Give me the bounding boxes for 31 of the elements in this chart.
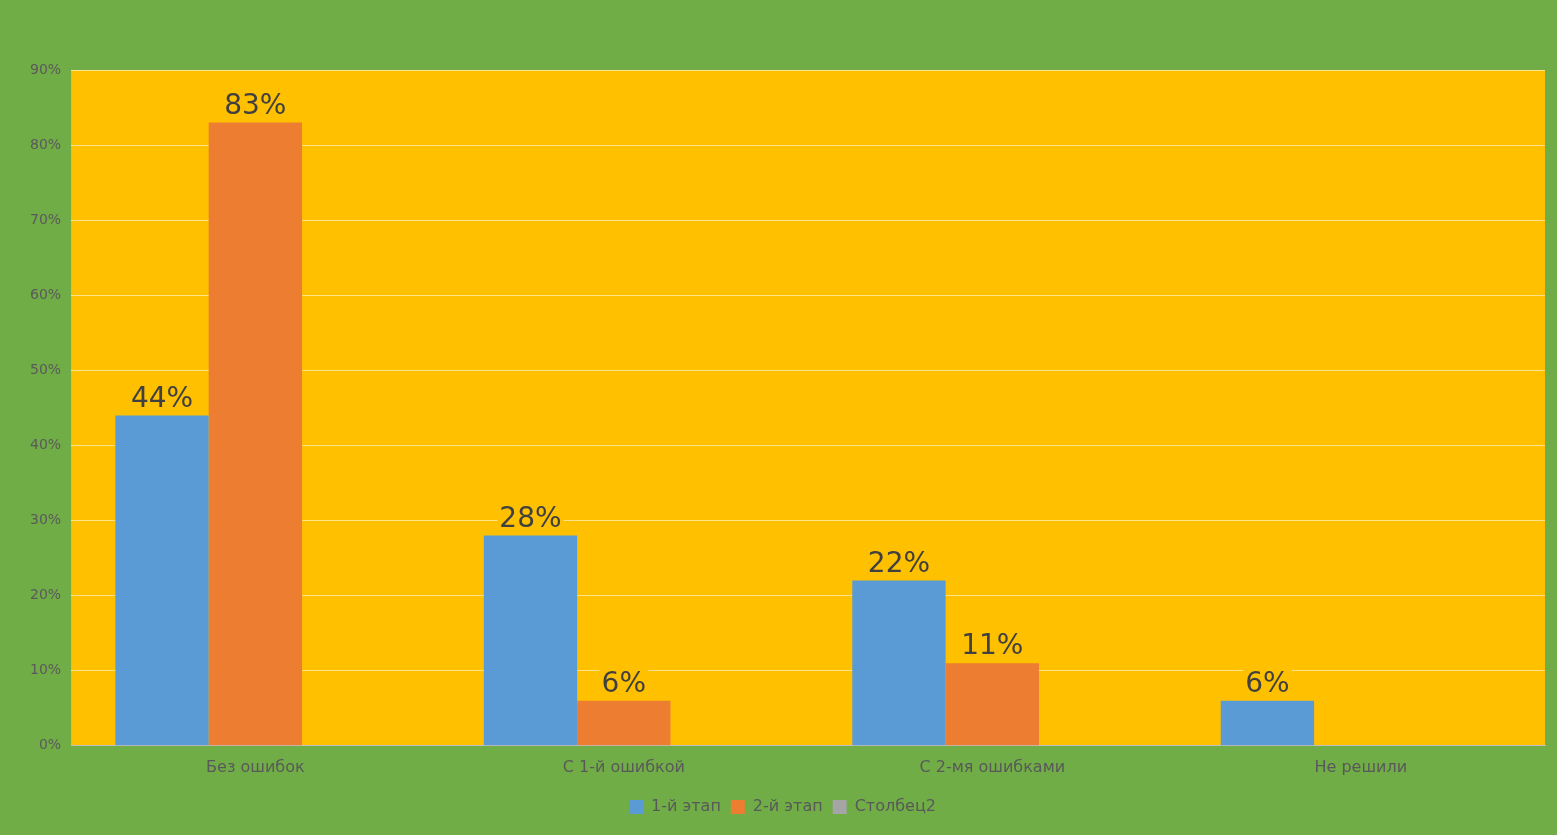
bar bbox=[208, 122, 303, 746]
legend-label: 2-й этап bbox=[752, 796, 823, 816]
bar bbox=[1220, 700, 1315, 746]
bar bbox=[115, 415, 209, 746]
legend-label: 1-й этап bbox=[651, 796, 721, 816]
y-tick-label: 40% bbox=[29, 436, 62, 453]
y-tick-label: 0% bbox=[38, 736, 62, 753]
data-label: 6% bbox=[601, 666, 647, 700]
y-tick-label: 50% bbox=[29, 361, 62, 377]
bar bbox=[852, 580, 946, 746]
data-label: 22% bbox=[867, 545, 931, 579]
data-label: 6% bbox=[1245, 666, 1290, 700]
legend-label: Столбец2 bbox=[854, 796, 936, 816]
y-tick-label: 70% bbox=[29, 210, 62, 227]
y-tick-label: 60% bbox=[29, 285, 62, 302]
x-tick-label: С 1-й ошибкой bbox=[562, 756, 685, 776]
x-tick-label: Без ошибок bbox=[206, 756, 305, 776]
y-tick-label: 30% bbox=[29, 511, 62, 528]
y-tick-label: 10% bbox=[29, 661, 62, 678]
x-tick-label: С 2-мя ошибками bbox=[919, 756, 1066, 776]
y-tick-label: 90% bbox=[29, 60, 62, 77]
data-label: 83% bbox=[224, 87, 287, 121]
bar bbox=[945, 663, 1039, 746]
bar bbox=[483, 535, 578, 746]
bar bbox=[577, 700, 671, 746]
y-tick-label: 20% bbox=[29, 586, 62, 603]
x-tick-label: Не решили bbox=[1314, 756, 1408, 776]
data-label: 44% bbox=[130, 380, 194, 414]
y-tick-label: 80% bbox=[29, 135, 62, 152]
data-label: 28% bbox=[499, 500, 562, 534]
data-label: 11% bbox=[961, 628, 1024, 662]
